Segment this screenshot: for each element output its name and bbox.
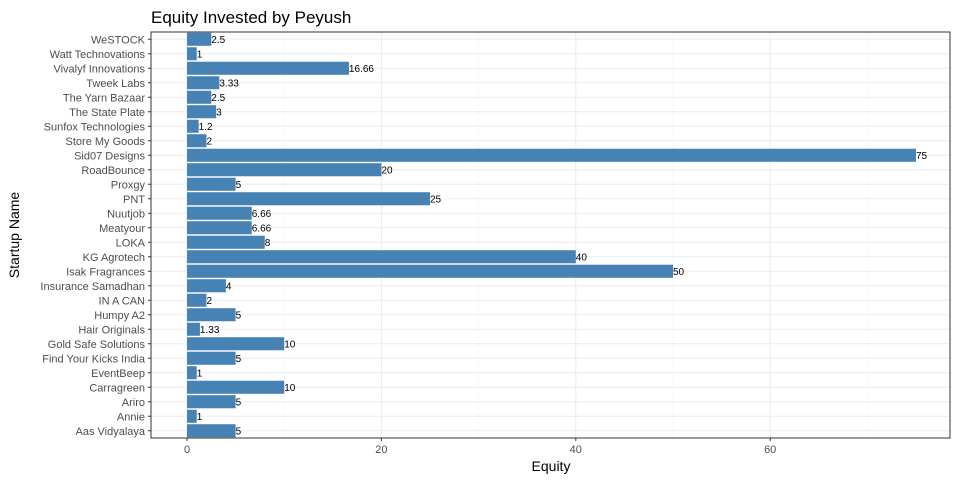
bar	[187, 250, 576, 264]
bars	[187, 32, 916, 438]
data-label: 8	[265, 238, 271, 249]
data-label: 10	[284, 339, 296, 350]
data-label: 50	[673, 267, 685, 278]
bar	[187, 424, 236, 438]
data-label: 1	[197, 368, 203, 379]
data-label: 75	[916, 151, 928, 162]
bar	[187, 134, 207, 148]
data-label: 10	[284, 383, 296, 394]
bar	[187, 308, 236, 322]
y-tick-label: Gold Safe Solutions	[48, 339, 146, 351]
bar	[187, 351, 236, 365]
x-tick-label: 40	[570, 444, 582, 456]
bar	[187, 90, 212, 104]
y-tick-label: Watt Technovations	[50, 49, 146, 61]
data-label: 2.5	[211, 93, 225, 104]
data-label: 5	[236, 180, 242, 191]
data-label: 5	[236, 426, 242, 437]
y-tick-label: Tweek Labs	[86, 78, 145, 90]
data-label: 5	[236, 397, 242, 408]
data-labels: 2.5116.663.332.531.2275205256.666.668405…	[197, 35, 928, 438]
data-label: 2	[206, 136, 212, 147]
x-tick-label: 60	[764, 444, 776, 456]
bar	[187, 264, 673, 278]
y-tick-label: KG Agrotech	[83, 252, 145, 264]
y-tick-label: WeSTOCK	[91, 34, 146, 46]
data-label: 16.66	[349, 64, 374, 75]
bar	[187, 177, 236, 191]
bar	[187, 279, 226, 293]
data-label: 4	[226, 281, 232, 292]
x-tick-label: 0	[184, 444, 190, 456]
y-tick-label: Sid07 Designs	[74, 150, 145, 162]
x-tick-labels: 0 20 40 60	[184, 438, 776, 456]
y-tick-label: Aas Vidyalaya	[75, 426, 145, 438]
data-label: 40	[576, 252, 588, 263]
y-tick-label: Humpy A2	[94, 310, 145, 322]
grid	[150, 31, 951, 439]
data-label: 1	[197, 412, 203, 423]
bar	[187, 380, 285, 394]
y-tick-label: RoadBounce	[81, 165, 145, 177]
y-tick-label: Annie	[117, 411, 145, 423]
panel-border	[150, 31, 951, 439]
y-tick-label: IN A CAN	[99, 295, 146, 307]
bar	[187, 366, 197, 380]
x-tick-label: 20	[375, 444, 387, 456]
data-label: 5	[236, 310, 242, 321]
chart-title: Equity Invested by Peyush	[151, 8, 351, 27]
data-label: 2	[206, 296, 212, 307]
y-tick-label: EventBeep	[91, 368, 145, 380]
y-tick-label: Carragreen	[89, 382, 145, 394]
y-tick-labels: WeSTOCK Watt Technovations Vivalyf Innovat…	[40, 34, 151, 438]
y-tick-label: Isak Fragrances	[66, 266, 145, 278]
y-tick-label: PNT	[123, 194, 145, 206]
x-axis-title: Equity	[532, 458, 571, 474]
y-tick-label: Proxgy	[111, 179, 146, 191]
bar	[187, 148, 916, 162]
y-tick-label: Meatyour	[99, 223, 145, 235]
bar	[187, 322, 200, 336]
bar	[187, 235, 265, 249]
bar	[187, 61, 349, 75]
bar	[187, 105, 217, 119]
data-label: 25	[430, 194, 442, 205]
bar	[187, 337, 285, 351]
y-tick-label: Find Your Kicks India	[42, 353, 146, 365]
data-label: 6.66	[252, 209, 272, 220]
data-label: 5	[236, 354, 242, 365]
data-label: 6.66	[252, 223, 272, 234]
y-tick-label: Nuutjob	[107, 208, 145, 220]
bar	[187, 119, 199, 133]
y-tick-label: Store My Goods	[66, 136, 146, 148]
y-tick-label: Hair Originals	[78, 324, 145, 336]
bar	[187, 192, 430, 206]
bar	[187, 221, 252, 235]
y-tick-label: Ariro	[122, 397, 145, 409]
bar	[187, 409, 197, 423]
y-tick-label: Insurance Samadhan	[40, 281, 145, 293]
data-label: 1.33	[200, 325, 220, 336]
data-label: 1	[197, 49, 203, 60]
bar	[187, 206, 252, 220]
bar	[187, 293, 207, 307]
y-tick-label: Vivalyf Innovations	[53, 63, 145, 75]
bar	[187, 163, 382, 177]
data-label: 20	[381, 165, 393, 176]
bar	[187, 32, 212, 46]
bar	[187, 395, 236, 409]
y-tick-label: LOKA	[116, 237, 146, 249]
data-label: 3	[216, 107, 222, 118]
y-tick-label: The Yarn Bazaar	[63, 92, 145, 104]
y-tick-label: The State Plate	[69, 107, 145, 119]
y-axis-title: Startup Name	[6, 192, 22, 279]
bar	[187, 47, 197, 61]
y-tick-label: Sunfox Technologies	[44, 121, 146, 133]
data-label: 1.2	[199, 122, 213, 133]
data-label: 2.5	[211, 35, 225, 46]
data-label: 3.33	[219, 78, 239, 89]
bar	[187, 76, 220, 90]
